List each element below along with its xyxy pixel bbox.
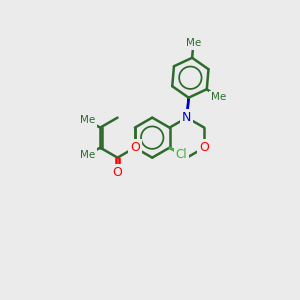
Text: Cl: Cl	[176, 148, 187, 161]
Text: O: O	[130, 141, 140, 154]
Text: O: O	[112, 166, 122, 179]
Text: N: N	[182, 111, 192, 124]
Text: Me: Me	[211, 92, 226, 103]
Text: Me: Me	[80, 150, 95, 160]
Text: N: N	[182, 111, 192, 124]
Text: Me: Me	[186, 38, 201, 48]
Text: Me: Me	[80, 116, 95, 125]
Text: O: O	[199, 141, 209, 154]
